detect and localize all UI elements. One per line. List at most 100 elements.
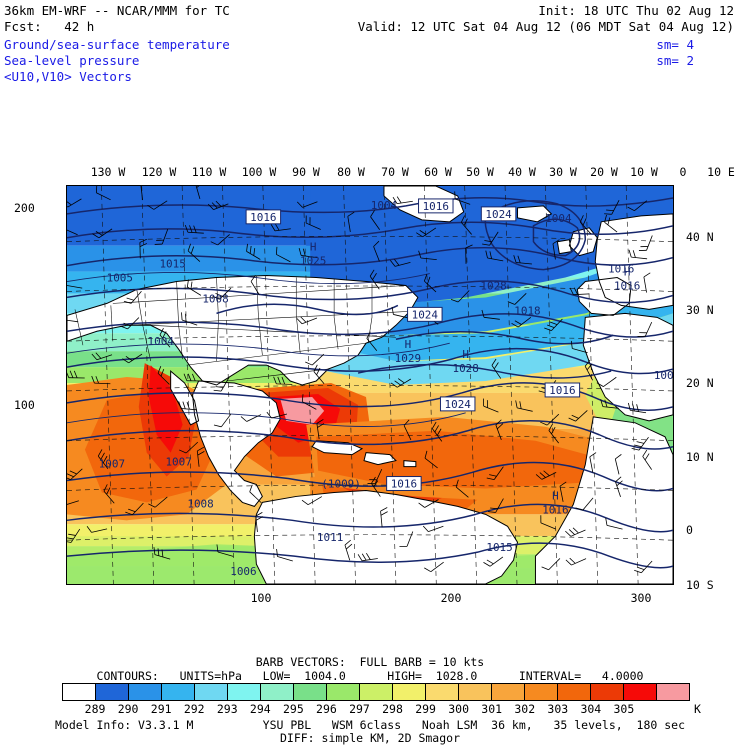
contour-label: 1015 (486, 541, 512, 554)
grid-x-tick-label: 300 (631, 591, 652, 605)
contour-label: 1007 (165, 456, 191, 469)
colorbar-tick-label: 300 (448, 702, 469, 716)
lon-tick-label: 70 W (381, 165, 409, 179)
colorbar-tick-label: 297 (349, 702, 370, 716)
colorbar-swatch[interactable] (657, 684, 689, 700)
contour-label: 1006 (230, 565, 256, 578)
svg-text:1025: 1025 (300, 255, 326, 268)
colorbar-swatch[interactable] (558, 684, 591, 700)
colorbar-tick-label: 295 (283, 702, 304, 716)
colorbar-swatch[interactable] (591, 684, 624, 700)
colorbar-swatch[interactable] (63, 684, 96, 700)
field-label-pressure: Sea-level pressure (4, 54, 139, 68)
colorbar-tick-label: 289 (85, 702, 106, 716)
smoothing-pressure: sm= 2 (656, 54, 694, 68)
svg-text:H: H (624, 266, 631, 279)
contour-label: 1004 (148, 335, 175, 348)
svg-text:H: H (552, 489, 559, 502)
svg-text:1004: 1004 (148, 335, 175, 348)
svg-text:1004: 1004 (371, 199, 398, 212)
contour-label: 1016 (387, 477, 421, 491)
svg-text:1006: 1006 (230, 565, 256, 578)
colorbar-swatch[interactable] (426, 684, 459, 700)
colorbar-swatch[interactable] (162, 684, 195, 700)
colorbar-swatch[interactable] (228, 684, 261, 700)
grid-x-tick-label: 200 (441, 591, 462, 605)
svg-text:H: H (462, 348, 469, 361)
svg-text:1004: 1004 (545, 212, 572, 225)
colorbar-tick-label: 294 (250, 702, 271, 716)
colorbar-swatch[interactable] (360, 684, 393, 700)
lon-tick-label: 130 W (91, 165, 126, 179)
svg-text:1016: 1016 (549, 384, 575, 397)
colorbar-tick-label: 304 (580, 702, 601, 716)
colorbar-tick-label: 305 (614, 702, 635, 716)
svg-text:1007: 1007 (99, 458, 125, 471)
svg-text:H: H (310, 241, 317, 254)
lat-tick-label: 10 N (686, 450, 714, 464)
svg-text:1016: 1016 (250, 211, 276, 224)
colorbar-swatch[interactable] (294, 684, 327, 700)
model-info-line2: DIFF: simple KM, 2D Smagor (0, 731, 740, 745)
colorbar-tick-label: 298 (382, 702, 403, 716)
colorbar[interactable] (62, 683, 690, 701)
contour-label: (1009) (321, 477, 361, 490)
lon-tick-label: 20 W (590, 165, 618, 179)
svg-text:1005: 1005 (107, 272, 133, 285)
svg-text:1011: 1011 (317, 531, 343, 544)
contour-label: 1016 (545, 383, 579, 397)
grid-x-tick-label: 100 (251, 591, 272, 605)
model-title: 36km EM-WRF -- NCAR/MMM for TC (4, 4, 230, 18)
svg-text:1016: 1016 (542, 503, 568, 516)
colorbar-swatch[interactable] (525, 684, 558, 700)
svg-text:1008: 1008 (187, 497, 213, 510)
field-label-vectors: <U10,V10> Vectors (4, 70, 132, 84)
grid-y-tick-label: 100 (14, 398, 35, 412)
svg-text:1024: 1024 (445, 398, 472, 411)
field-label-temperature: Ground/sea-surface temperature (4, 38, 230, 52)
lon-tick-label: 0 (680, 165, 687, 179)
colorbar-swatch[interactable] (195, 684, 228, 700)
lat-tick-label: 10 S (686, 578, 714, 592)
model-info-line1: Model Info: V3.3.1 M YSU PBL WSM 6class … (0, 718, 740, 732)
colorbar-tick-label: 296 (316, 702, 337, 716)
lat-tick-label: 30 N (686, 303, 714, 317)
colorbar-swatch[interactable] (492, 684, 525, 700)
colorbar-swatch[interactable] (624, 684, 657, 700)
contour-label: 1005 (107, 272, 133, 285)
colorbar-tick-label: 293 (217, 702, 238, 716)
lon-tick-label: 110 W (192, 165, 227, 179)
grid-y-tick-label: 200 (14, 201, 35, 215)
contour-label: 1008 (202, 292, 228, 305)
colorbar-tick-label: 302 (514, 702, 535, 716)
lon-tick-label: 10 W (630, 165, 658, 179)
map-canvas: 1016101610241024102410161016100410041028… (67, 186, 673, 584)
svg-text:1005: 1005 (654, 369, 673, 382)
colorbar-swatch[interactable] (459, 684, 492, 700)
svg-text:(1009): (1009) (321, 477, 361, 490)
svg-text:1024: 1024 (412, 308, 439, 321)
lon-tick-label: 120 W (142, 165, 177, 179)
svg-text:1028: 1028 (453, 362, 479, 375)
colorbar-swatch[interactable] (393, 684, 426, 700)
lon-tick-label: 90 W (292, 165, 320, 179)
contour-label: 1004 (371, 199, 398, 212)
contour-label: 1004 (545, 212, 572, 225)
colorbar-swatch[interactable] (96, 684, 129, 700)
svg-text:1015: 1015 (159, 258, 185, 271)
init-time: Init: 18 UTC Thu 02 Aug 12 (538, 4, 734, 18)
svg-text:1028: 1028 (480, 279, 506, 292)
colorbar-swatch[interactable] (129, 684, 162, 700)
colorbar-swatch[interactable] (327, 684, 360, 700)
contour-label: 1024 (408, 307, 442, 321)
colorbar-swatch[interactable] (261, 684, 294, 700)
svg-text:1016: 1016 (423, 200, 449, 213)
colorbar-tick-label: 301 (481, 702, 502, 716)
forecast-hour: Fcst: 42 h (4, 20, 94, 34)
contour-label: 1015 (159, 258, 185, 271)
contour-label: 1008 (187, 497, 213, 510)
valid-time: Valid: 12 UTC Sat 04 Aug 12 (06 MDT Sat … (358, 20, 734, 34)
